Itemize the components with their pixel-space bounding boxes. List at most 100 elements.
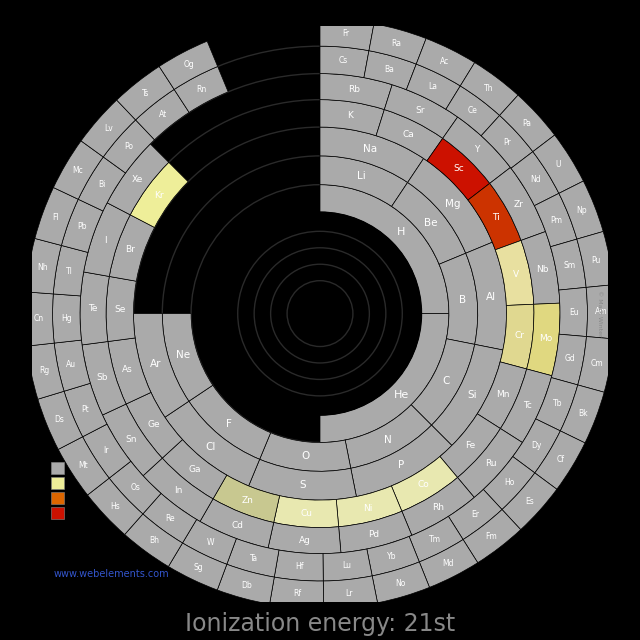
Wedge shape	[419, 540, 477, 588]
Wedge shape	[466, 242, 506, 350]
Text: S: S	[300, 480, 307, 490]
Wedge shape	[102, 404, 163, 476]
Wedge shape	[513, 419, 561, 473]
Wedge shape	[527, 303, 560, 376]
Text: Ba: Ba	[384, 65, 394, 74]
Wedge shape	[26, 239, 61, 294]
Wedge shape	[511, 152, 559, 205]
Text: Tl: Tl	[67, 268, 73, 276]
Wedge shape	[213, 475, 280, 522]
Wedge shape	[106, 276, 136, 342]
Text: Ag: Ag	[300, 536, 311, 545]
Text: Ru: Ru	[485, 459, 497, 468]
Wedge shape	[143, 458, 213, 522]
Wedge shape	[320, 127, 424, 182]
Text: Li: Li	[357, 172, 366, 182]
Wedge shape	[578, 337, 614, 392]
Wedge shape	[88, 478, 143, 534]
Wedge shape	[443, 117, 511, 183]
Text: U: U	[556, 160, 561, 169]
Text: Ni: Ni	[363, 504, 372, 513]
Wedge shape	[81, 100, 136, 157]
Wedge shape	[385, 84, 458, 138]
Wedge shape	[126, 392, 182, 458]
Text: Sm: Sm	[563, 261, 575, 270]
Text: Ir: Ir	[104, 446, 109, 455]
Wedge shape	[189, 385, 271, 460]
Text: Ti: Ti	[492, 212, 499, 222]
Wedge shape	[336, 486, 402, 527]
Text: Pu: Pu	[591, 256, 601, 265]
Wedge shape	[163, 314, 213, 401]
Text: Rn: Rn	[196, 84, 207, 93]
Wedge shape	[409, 516, 463, 562]
Wedge shape	[269, 577, 324, 609]
Text: Cd: Cd	[232, 520, 244, 530]
Wedge shape	[449, 490, 502, 540]
Wedge shape	[54, 340, 90, 391]
Wedge shape	[535, 431, 585, 489]
Bar	[51, 507, 63, 519]
Text: Es: Es	[525, 497, 534, 506]
Text: Gd: Gd	[564, 354, 575, 363]
Text: Na: Na	[363, 144, 377, 154]
Text: Np: Np	[577, 206, 587, 215]
Text: Ta: Ta	[250, 554, 258, 563]
Wedge shape	[78, 157, 125, 211]
Text: Pa: Pa	[523, 119, 532, 128]
Text: Ga: Ga	[188, 465, 201, 474]
Text: Ionization energy: 21st: Ionization energy: 21st	[185, 612, 455, 636]
Text: Bh: Bh	[149, 536, 159, 545]
Text: B: B	[459, 294, 466, 305]
Text: www.webelements.com: www.webelements.com	[54, 569, 170, 579]
Text: Cs: Cs	[339, 56, 348, 65]
Text: Ts: Ts	[142, 88, 149, 97]
Text: Se: Se	[114, 305, 125, 314]
Wedge shape	[116, 67, 174, 120]
Text: Rh: Rh	[432, 503, 444, 512]
Text: F: F	[226, 419, 232, 429]
Wedge shape	[411, 339, 475, 425]
Text: Cl: Cl	[205, 442, 216, 452]
Wedge shape	[82, 342, 126, 415]
Text: Co: Co	[418, 480, 429, 489]
Wedge shape	[58, 436, 109, 495]
Text: H: H	[397, 227, 406, 237]
Text: Fm: Fm	[486, 532, 497, 541]
Wedge shape	[130, 163, 188, 227]
Wedge shape	[446, 86, 500, 136]
Text: Mn: Mn	[497, 390, 510, 399]
Wedge shape	[406, 64, 460, 109]
Text: Tb: Tb	[552, 399, 562, 408]
Wedge shape	[200, 499, 274, 548]
Wedge shape	[320, 100, 385, 136]
Wedge shape	[500, 304, 534, 369]
Text: Hs: Hs	[110, 502, 120, 511]
Text: Nd: Nd	[530, 175, 541, 184]
Text: In: In	[173, 486, 182, 495]
Text: Cm: Cm	[590, 359, 603, 368]
Text: Lu: Lu	[342, 561, 351, 570]
Text: Og: Og	[184, 60, 195, 69]
Text: Ac: Ac	[440, 57, 449, 66]
Text: Mo: Mo	[539, 334, 552, 343]
Wedge shape	[521, 232, 560, 304]
Text: Zn: Zn	[241, 496, 253, 505]
Wedge shape	[416, 38, 475, 86]
Text: Sr: Sr	[415, 106, 425, 115]
Bar	[51, 461, 63, 474]
Wedge shape	[577, 232, 613, 287]
Wedge shape	[500, 369, 552, 442]
Text: Sc: Sc	[453, 164, 464, 173]
Wedge shape	[495, 241, 534, 305]
Wedge shape	[61, 199, 103, 252]
Wedge shape	[136, 90, 189, 140]
Text: Po: Po	[124, 142, 133, 151]
Wedge shape	[458, 429, 522, 497]
Text: Ar: Ar	[150, 358, 161, 369]
Wedge shape	[536, 378, 578, 431]
Text: Cn: Cn	[34, 314, 44, 323]
Text: Ra: Ra	[392, 38, 402, 47]
Wedge shape	[274, 496, 339, 527]
Text: Fl: Fl	[52, 212, 59, 222]
